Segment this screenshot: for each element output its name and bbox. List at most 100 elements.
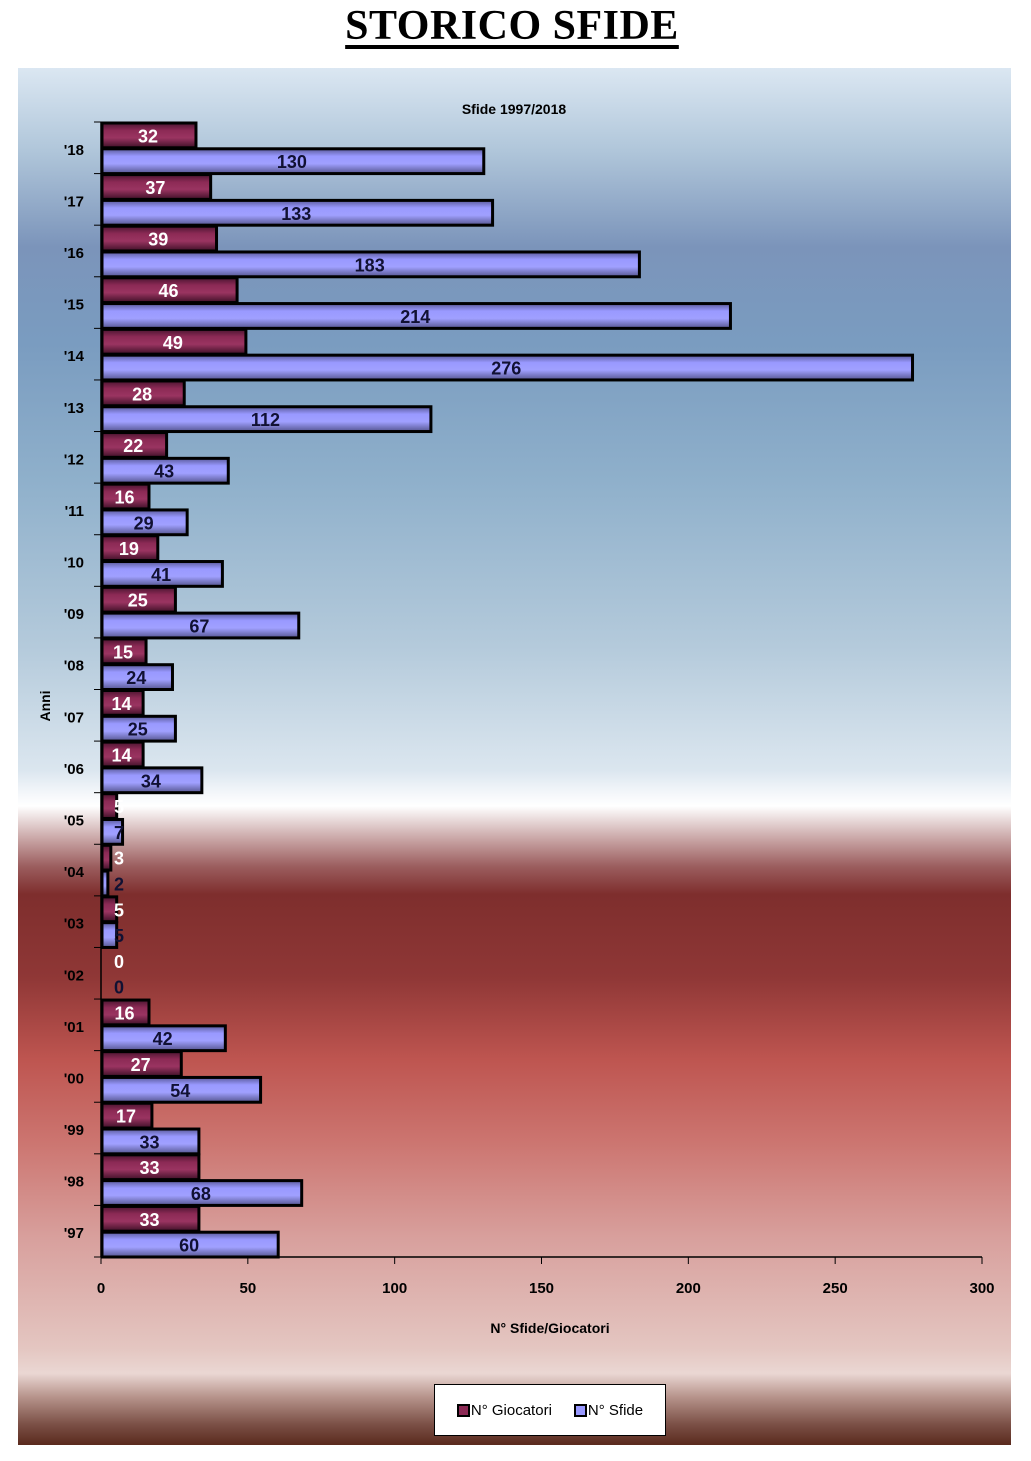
data-label-giocatori: 33 — [139, 1210, 159, 1230]
data-label-sfide: 7 — [114, 823, 124, 843]
x-tick-label: 0 — [97, 1280, 105, 1297]
x-tick-label: 200 — [676, 1280, 701, 1297]
data-label-sfide: 133 — [281, 204, 311, 224]
y-tick-label: '05 — [64, 812, 84, 829]
data-label-giocatori: 15 — [113, 642, 133, 662]
bar-giocatori — [100, 740, 145, 769]
y-tick-label: '18 — [64, 142, 84, 159]
y-tick-label: '06 — [64, 761, 84, 778]
bar-sfide — [100, 1075, 263, 1104]
x-tick-label: 300 — [969, 1280, 994, 1297]
data-label-sfide: 24 — [126, 668, 146, 688]
data-label-giocatori: 49 — [163, 333, 183, 353]
x-tick-label: 50 — [239, 1280, 256, 1297]
y-tick-label: '15 — [64, 297, 84, 314]
y-tick-label: '08 — [64, 658, 84, 675]
bar-sfide — [100, 714, 177, 743]
bar-sfide — [100, 147, 486, 176]
data-label-sfide: 33 — [139, 1132, 159, 1152]
bar-sfide — [100, 405, 433, 434]
bar-giocatori — [100, 637, 148, 666]
data-label-giocatori: 39 — [148, 230, 168, 250]
bar-sfide — [100, 456, 230, 485]
data-label-giocatori: 46 — [159, 281, 179, 301]
data-label-sfide: 41 — [151, 565, 171, 585]
legend-label-giocatori: N° Giocatori — [470, 1401, 552, 1419]
bar-giocatori — [100, 276, 239, 305]
data-label-giocatori: 25 — [128, 591, 148, 611]
bar-sfide — [100, 508, 189, 537]
data-label-giocatori: 14 — [112, 745, 132, 765]
chart-title: Sfide 1997/2018 — [462, 101, 567, 117]
bar-giocatori — [100, 534, 160, 563]
data-label-sfide: 0 — [114, 978, 124, 998]
data-label-giocatori: 22 — [123, 436, 143, 456]
y-tick-label: '12 — [64, 451, 84, 468]
bar-giocatori — [100, 482, 151, 511]
y-tick-label: '14 — [64, 348, 85, 365]
data-label-sfide: 183 — [355, 255, 385, 275]
data-label-giocatori: 32 — [138, 126, 158, 146]
legend-label-sfide: N° Sfide — [587, 1401, 644, 1419]
data-label-sfide: 29 — [134, 513, 154, 533]
legend-item-giocatori: N° Giocatori — [456, 1401, 552, 1419]
bar-giocatori — [100, 173, 213, 201]
data-label-sfide: 130 — [277, 152, 307, 172]
bar-sfide — [100, 198, 495, 227]
data-label-giocatori: 37 — [145, 178, 165, 198]
data-label-sfide: 276 — [491, 359, 521, 379]
x-tick-label: 150 — [529, 1280, 554, 1297]
y-tick-label: '10 — [64, 555, 84, 572]
legend-item-sfide: N° Sfide — [573, 1401, 644, 1419]
y-tick-label: '00 — [64, 1070, 84, 1087]
bar-giocatori — [100, 1204, 201, 1233]
data-label-giocatori: 5 — [114, 797, 124, 817]
data-label-giocatori: 27 — [131, 1055, 151, 1075]
bar-sfide — [100, 1179, 304, 1207]
data-label-giocatori: 5 — [114, 900, 124, 920]
data-label-sfide: 60 — [179, 1236, 199, 1256]
bar-sfide — [100, 611, 301, 640]
y-tick-label: '98 — [64, 1174, 84, 1191]
data-label-sfide: 5 — [114, 926, 124, 946]
data-label-sfide: 68 — [191, 1184, 211, 1204]
data-label-giocatori: 16 — [114, 488, 134, 508]
data-label-giocatori: 3 — [114, 849, 124, 869]
y-tick-label: '16 — [64, 245, 84, 262]
y-tick-label: '04 — [64, 864, 85, 881]
data-label-sfide: 42 — [153, 1029, 173, 1049]
y-tick-label: '11 — [65, 503, 84, 520]
bar-sfide — [100, 921, 119, 949]
bar-sfide — [100, 869, 110, 898]
data-label-sfide: 34 — [141, 771, 161, 791]
bar-giocatori — [100, 431, 169, 459]
data-label-giocatori: 17 — [116, 1107, 136, 1127]
bar-sfide — [100, 250, 641, 279]
bar-giocatori — [100, 843, 113, 872]
y-tick-label: '99 — [64, 1122, 84, 1139]
page-title: STORICO SFIDE — [345, 3, 679, 49]
y-tick-label: '97 — [64, 1225, 84, 1242]
data-label-sfide: 25 — [128, 720, 148, 740]
data-label-sfide: 2 — [114, 874, 124, 894]
data-label-sfide: 112 — [251, 410, 280, 430]
legend-swatch-giocatori — [456, 1403, 470, 1417]
x-tick-label: 250 — [823, 1280, 848, 1297]
y-tick-label: '13 — [64, 400, 84, 417]
y-tick-label: '01 — [64, 1019, 84, 1036]
bar-sfide — [100, 663, 174, 691]
y-axis-label: Anni — [37, 690, 53, 721]
data-label-sfide: 214 — [400, 307, 430, 327]
data-label-sfide: 67 — [189, 617, 209, 637]
data-label-giocatori: 28 — [132, 384, 152, 404]
chart-legend: N° Giocatori N° Sfide — [434, 1384, 666, 1436]
bar-sfide — [100, 766, 204, 795]
x-axis-label: N° Sfide/Giocatori — [490, 1320, 609, 1336]
data-label-sfide: 43 — [154, 462, 174, 482]
data-label-giocatori: 14 — [112, 694, 132, 714]
y-tick-label: '07 — [64, 709, 84, 726]
bar-giocatori — [100, 224, 219, 253]
y-tick-label: '02 — [64, 967, 84, 984]
data-label-giocatori: 16 — [114, 1003, 134, 1023]
